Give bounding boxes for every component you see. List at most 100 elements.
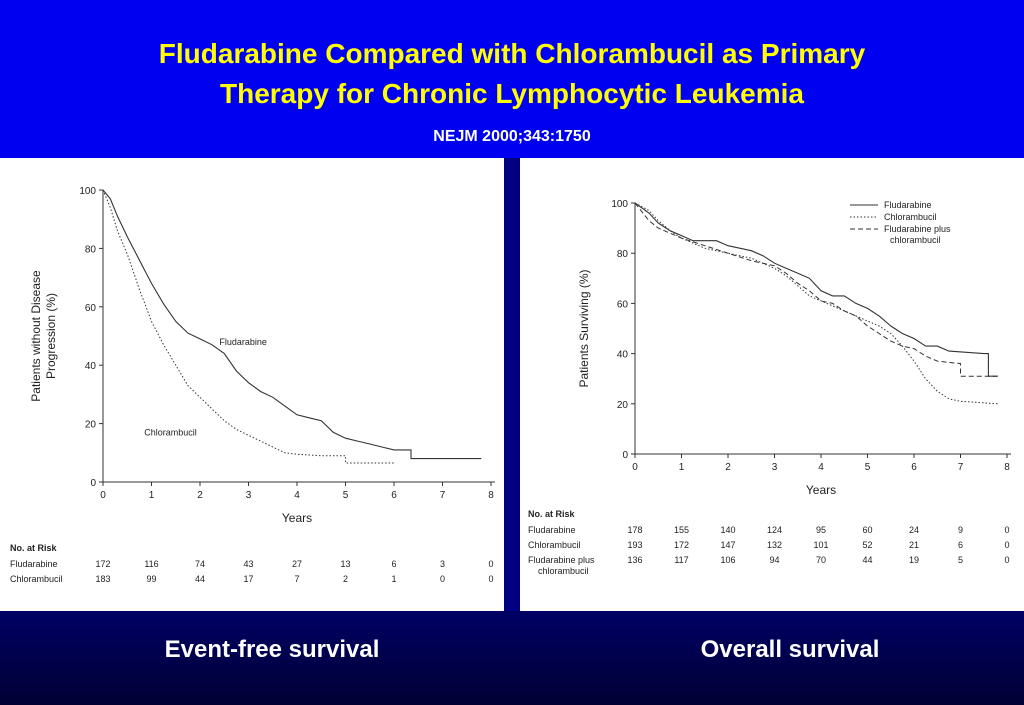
risk-value: 43 bbox=[243, 559, 253, 569]
x-tick-label: 7 bbox=[958, 462, 964, 473]
risk-value: 19 bbox=[909, 555, 919, 565]
x-axis-label: Years bbox=[282, 511, 312, 525]
citation: NEJM 2000;343:1750 bbox=[433, 128, 591, 145]
risk-value: 94 bbox=[769, 555, 779, 565]
risk-value: 1 bbox=[391, 574, 396, 584]
series-annotation: Chlorambucil bbox=[144, 427, 197, 437]
caption-event-free-survival: Event-free survival bbox=[164, 636, 380, 663]
series-line-fludarabine bbox=[634, 202, 998, 377]
x-tick-label: 3 bbox=[246, 490, 252, 501]
panel-divider bbox=[504, 158, 520, 611]
overall-survival-chart-panel: 0 1 2 3 4 5 6 7 8 0 20 40 60 80 100 Years Patients Survi… bbox=[520, 158, 1024, 611]
risk-value: 172 bbox=[674, 540, 689, 550]
risk-table-heading: No. at Risk bbox=[10, 543, 58, 553]
title-line-1: Fludarabine Compared with Chlorambucil a… bbox=[158, 38, 866, 69]
risk-row-label: Fludarabine plus bbox=[528, 555, 595, 565]
x-tick-label: 3 bbox=[772, 462, 778, 473]
risk-value: 116 bbox=[144, 559, 158, 569]
risk-value: 183 bbox=[95, 574, 110, 584]
risk-row-label: Fludarabine bbox=[528, 525, 576, 535]
risk-value: 0 bbox=[1004, 525, 1009, 535]
risk-value: 0 bbox=[488, 559, 493, 569]
risk-value: 147 bbox=[720, 540, 735, 550]
risk-value: 3 bbox=[440, 559, 445, 569]
x-axis-label: Years bbox=[806, 483, 836, 497]
risk-value: 0 bbox=[488, 574, 493, 584]
y-tick-label: 0 bbox=[90, 478, 96, 489]
risk-value: 101 bbox=[813, 540, 828, 550]
series-line-chlorambucil bbox=[634, 202, 998, 405]
risk-value: 155 bbox=[674, 525, 689, 535]
risk-value: 99 bbox=[146, 574, 156, 584]
x-tick-label: 0 bbox=[100, 490, 106, 501]
x-tick-label: 2 bbox=[197, 490, 203, 501]
risk-table-heading: No. at Risk bbox=[528, 509, 576, 519]
x-tick-label: 8 bbox=[1004, 462, 1010, 473]
y-axis-label: Patients Surviving (%) bbox=[577, 269, 591, 387]
y-tick-label: 80 bbox=[85, 244, 97, 255]
x-tick-label: 8 bbox=[488, 490, 494, 501]
risk-value: 44 bbox=[862, 555, 872, 565]
x-tick-label: 0 bbox=[632, 462, 638, 473]
y-tick-label: 60 bbox=[617, 299, 629, 310]
risk-value: 44 bbox=[195, 574, 205, 584]
risk-value: 70 bbox=[816, 555, 826, 565]
risk-value: 21 bbox=[909, 540, 919, 550]
x-tick-label: 1 bbox=[679, 462, 685, 473]
risk-value: 13 bbox=[340, 559, 350, 569]
risk-value: 74 bbox=[195, 559, 205, 569]
risk-value: 6 bbox=[958, 540, 963, 550]
risk-value: 178 bbox=[627, 525, 642, 535]
y-tick-label: 0 bbox=[622, 450, 628, 461]
risk-value: 0 bbox=[1004, 540, 1009, 550]
header-banner: Fludarabine Compared with Chlorambucil a… bbox=[0, 0, 1024, 160]
x-tick-label: 4 bbox=[294, 490, 300, 501]
x-tick-label: 4 bbox=[818, 462, 824, 473]
risk-value: 9 bbox=[958, 525, 963, 535]
risk-value: 7 bbox=[294, 574, 299, 584]
risk-value: 140 bbox=[720, 525, 735, 535]
risk-value: 106 bbox=[720, 555, 735, 565]
y-tick-label: 40 bbox=[617, 350, 629, 361]
x-tick-label: 1 bbox=[149, 490, 155, 501]
risk-value: 2 bbox=[343, 574, 348, 584]
risk-value: 6 bbox=[391, 559, 396, 569]
y-tick-label: 20 bbox=[85, 420, 97, 431]
risk-row-label: Chlorambucil bbox=[528, 540, 581, 550]
risk-value: 52 bbox=[862, 540, 872, 550]
x-tick-label: 5 bbox=[343, 490, 349, 501]
risk-value: 136 bbox=[627, 555, 642, 565]
series-line-chlorambucil bbox=[102, 189, 394, 464]
risk-value: 17 bbox=[243, 574, 253, 584]
series-line-fludarabine-plus-chlorambucil bbox=[634, 202, 998, 377]
x-tick-label: 7 bbox=[440, 490, 446, 501]
event-free-survival-chart-panel: 0 1 2 3 4 5 6 7 8 0 20 40 60 80 100 Years Patients witho… bbox=[0, 158, 504, 611]
y-tick-label: 60 bbox=[85, 303, 97, 314]
y-axis-label-line-2: Progression (%) bbox=[44, 293, 58, 379]
risk-value: 5 bbox=[958, 555, 963, 565]
x-tick-label: 2 bbox=[725, 462, 731, 473]
risk-value: 24 bbox=[909, 525, 919, 535]
x-tick-label: 6 bbox=[911, 462, 917, 473]
y-tick-label: 100 bbox=[611, 199, 628, 210]
legend-label: Fludarabine bbox=[884, 200, 932, 210]
risk-value: 132 bbox=[767, 540, 782, 550]
series-line-fludarabine bbox=[102, 189, 482, 460]
caption-overall-survival: Overall survival bbox=[700, 636, 880, 663]
risk-row-label: Fludarabine bbox=[10, 559, 58, 569]
legend-label: Chlorambucil bbox=[884, 212, 937, 222]
y-tick-label: 40 bbox=[85, 361, 97, 372]
risk-value: 0 bbox=[440, 574, 445, 584]
x-tick-label: 5 bbox=[865, 462, 871, 473]
title-line-2: Therapy for Chronic Lymphocytic Leukemia bbox=[220, 78, 804, 109]
y-tick-label: 100 bbox=[79, 186, 96, 197]
slide-title: Fludarabine Compared with Chlorambucil a… bbox=[0, 34, 1024, 114]
legend-label: Fludarabine plus bbox=[884, 224, 951, 234]
risk-row-label-line-2: chlorambucil bbox=[538, 566, 589, 576]
y-tick-label: 80 bbox=[617, 249, 629, 260]
risk-value: 95 bbox=[816, 525, 826, 535]
risk-value: 124 bbox=[767, 525, 782, 535]
risk-row-label: Chlorambucil bbox=[10, 574, 63, 584]
